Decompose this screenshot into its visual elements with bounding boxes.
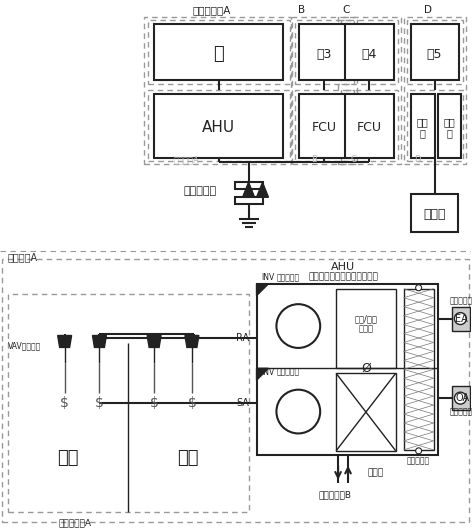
Text: 室4: 室4 [361, 48, 376, 61]
Polygon shape [243, 182, 255, 197]
Text: $: $ [60, 396, 69, 410]
Circle shape [455, 392, 466, 404]
Bar [299, 24, 349, 80]
Text: RA: RA [237, 334, 250, 344]
Text: 屋外機: 屋外機 [423, 208, 446, 221]
Bar [299, 94, 349, 157]
Text: SA: SA [237, 398, 250, 408]
Text: 還気ファン: 還気ファン [276, 274, 300, 282]
Text: 室２: 室２ [177, 449, 199, 467]
Text: $: $ [150, 396, 159, 410]
Text: 二次ポンプ: 二次ポンプ [184, 186, 217, 196]
Text: 冷却/加熱
コイル: 冷却/加熱 コイル [355, 314, 377, 333]
Polygon shape [256, 284, 268, 296]
Text: D: D [414, 155, 421, 164]
Bar [295, 20, 354, 84]
Text: D: D [424, 5, 431, 15]
Bar [292, 17, 357, 164]
Bar [8, 294, 248, 513]
Text: 給気ファン: 給気ファン [276, 368, 300, 377]
Text: 室5: 室5 [427, 48, 442, 61]
Text: 全熱交換器: 全熱交換器 [407, 456, 430, 465]
Text: 空調ゾーンB: 空調ゾーンB [318, 490, 351, 499]
Text: OA: OA [456, 393, 470, 403]
Text: 空調機群A: 空調機群A [8, 252, 38, 262]
Bar [336, 373, 396, 451]
Text: 空調ゾーンA: 空調ゾーンA [58, 518, 91, 527]
Circle shape [455, 313, 466, 325]
Text: B: B [311, 155, 317, 164]
Text: AHU: AHU [331, 262, 355, 272]
Bar [341, 20, 398, 84]
Text: 給気ガラリ: 給気ガラリ [450, 408, 473, 417]
Bar [452, 307, 470, 331]
Text: Ø: Ø [361, 362, 371, 375]
Text: EA: EA [456, 314, 468, 324]
Polygon shape [185, 335, 199, 347]
Text: 空調ゾーンA: 空調ゾーンA [192, 5, 231, 15]
Circle shape [416, 448, 421, 454]
Bar [404, 17, 466, 164]
Text: 室: 室 [213, 45, 224, 63]
Text: 空調機群A: 空調機群A [174, 155, 200, 164]
Text: C: C [342, 5, 350, 15]
Bar [407, 20, 464, 84]
Bar [148, 20, 291, 84]
Bar [2, 259, 469, 522]
Bar [345, 94, 394, 157]
Text: C: C [350, 155, 356, 164]
Bar [148, 90, 291, 162]
Bar [256, 284, 438, 455]
Polygon shape [256, 182, 268, 197]
Bar [235, 182, 263, 190]
Bar [410, 194, 458, 232]
Text: （全熱交換器組込型空調機）: （全熱交換器組込型空調機） [308, 272, 378, 281]
Bar [345, 24, 394, 80]
Polygon shape [147, 335, 161, 347]
Bar [410, 94, 435, 157]
Bar [336, 289, 396, 369]
Bar [154, 94, 283, 157]
Bar [404, 289, 434, 450]
Text: VAVユニット: VAVユニット [8, 341, 41, 350]
Text: 室内
機: 室内 機 [417, 117, 428, 138]
Bar [144, 17, 292, 164]
Text: AHU: AHU [202, 120, 235, 135]
Text: INV: INV [262, 368, 275, 377]
Text: 室１: 室１ [57, 449, 78, 467]
Bar [452, 386, 470, 410]
Bar [154, 24, 283, 80]
Circle shape [276, 304, 320, 348]
Bar [407, 90, 464, 162]
Bar [341, 90, 398, 162]
Bar [295, 90, 354, 162]
Circle shape [416, 285, 421, 291]
Bar [338, 17, 401, 164]
Bar [410, 24, 459, 80]
Text: 排気ガラリ: 排気ガラリ [450, 296, 473, 305]
Polygon shape [92, 335, 106, 347]
Bar [438, 94, 461, 157]
Polygon shape [256, 369, 268, 380]
Text: $: $ [95, 396, 104, 410]
Polygon shape [58, 335, 72, 347]
Circle shape [276, 390, 320, 433]
Text: $: $ [188, 396, 196, 410]
Text: 冷温水: 冷温水 [368, 468, 384, 477]
Text: FCU: FCU [312, 121, 337, 134]
Text: B: B [298, 5, 305, 15]
Text: INV: INV [262, 274, 275, 282]
Text: 室内
機: 室内 機 [444, 117, 456, 138]
Text: 室3: 室3 [317, 48, 332, 61]
Text: FCU: FCU [356, 121, 382, 134]
Bar [235, 197, 263, 204]
